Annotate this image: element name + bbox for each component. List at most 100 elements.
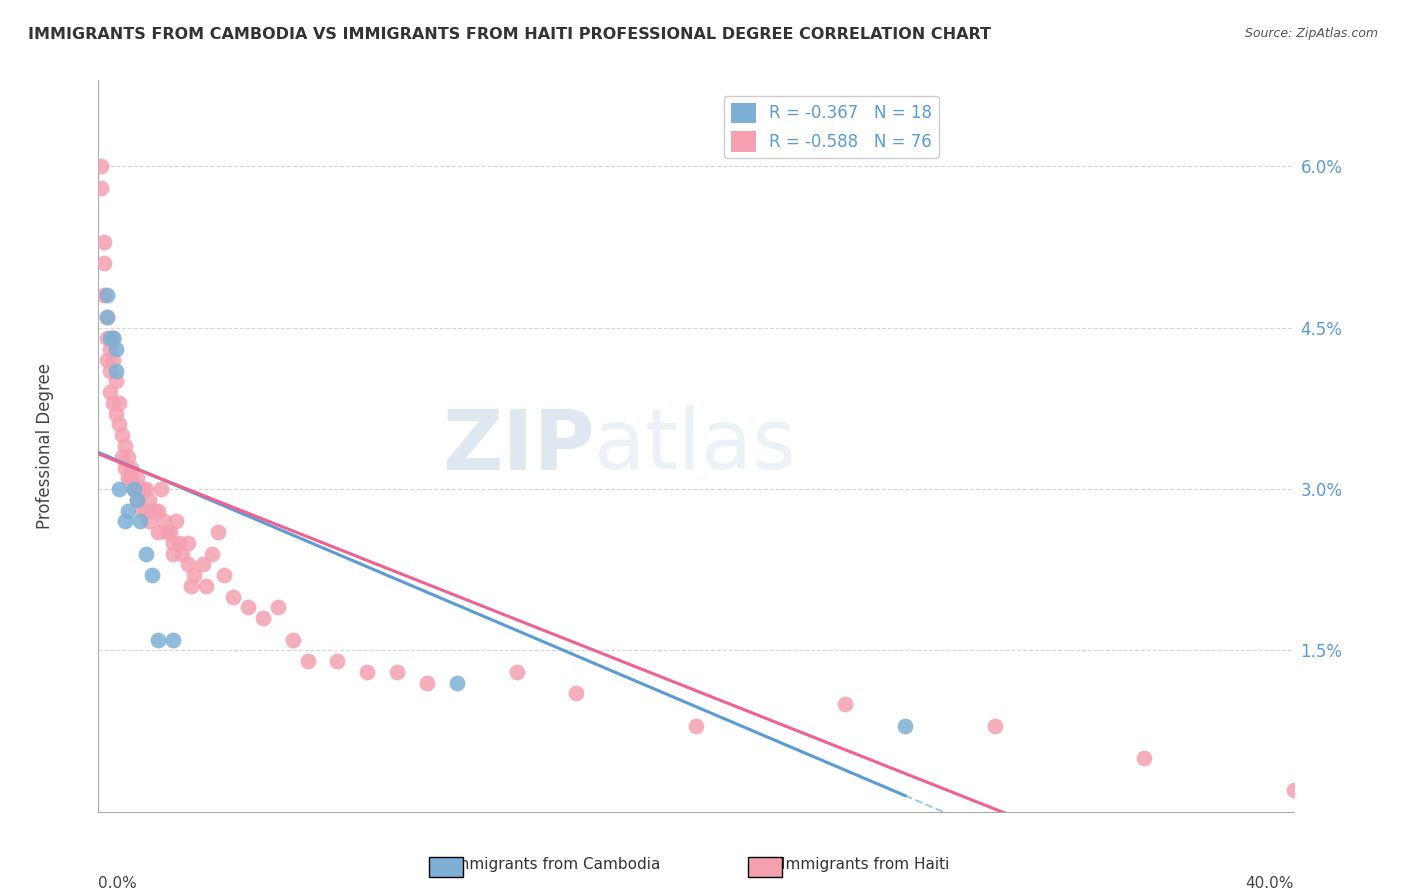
Point (252, 611, 274, 625)
Point (96, 310, 118, 324)
Point (108, 396, 131, 410)
Text: Immigrants from Haiti: Immigrants from Haiti (780, 857, 949, 872)
Point (172, 547, 194, 561)
Point (98, 364, 122, 378)
Point (90, 159, 112, 173)
Point (96, 310, 118, 324)
Point (117, 471, 139, 485)
Point (103, 353, 125, 368)
Point (506, 665, 529, 679)
Point (167, 536, 190, 550)
Point (117, 503, 139, 517)
Point (356, 665, 378, 679)
Point (96, 288, 118, 302)
Point (111, 428, 134, 442)
Point (162, 547, 184, 561)
Point (114, 439, 136, 453)
Point (103, 331, 125, 345)
Point (132, 503, 155, 517)
Point (93, 256, 115, 270)
Point (127, 492, 149, 507)
Point (98, 342, 122, 356)
Point (135, 503, 157, 517)
Point (105, 375, 128, 389)
Point (105, 342, 128, 356)
Point (201, 547, 224, 561)
Point (162, 632, 184, 647)
Point (96, 331, 118, 345)
Point (894, 719, 917, 733)
Point (105, 364, 128, 378)
Point (103, 331, 125, 345)
Point (834, 697, 856, 711)
Point (120, 471, 142, 485)
Point (180, 579, 202, 593)
Text: Immigrants from Cambodia: Immigrants from Cambodia (450, 857, 661, 872)
Point (148, 503, 170, 517)
Point (195, 579, 218, 593)
Point (124, 482, 146, 496)
Legend: R = -0.367   N = 18, R = -0.588   N = 76: R = -0.367 N = 18, R = -0.588 N = 76 (724, 96, 939, 158)
Point (129, 482, 152, 496)
Point (150, 482, 173, 496)
Point (984, 719, 1007, 733)
Point (416, 675, 439, 690)
Point (165, 514, 187, 528)
Point (222, 590, 245, 604)
Point (162, 536, 184, 550)
Point (117, 450, 139, 464)
Point (103, 396, 125, 410)
Point (132, 482, 155, 496)
Point (1133, 751, 1156, 765)
Point (141, 503, 163, 517)
Point (135, 482, 157, 496)
Point (93, 235, 115, 249)
Point (148, 632, 170, 647)
Point (138, 492, 160, 507)
Text: atlas: atlas (595, 406, 796, 486)
Point (98, 385, 122, 400)
Point (138, 514, 160, 528)
Point (114, 514, 136, 528)
Point (143, 503, 166, 517)
Point (326, 654, 349, 668)
Point (183, 568, 205, 582)
Point (105, 407, 128, 421)
Point (127, 471, 149, 485)
Point (108, 417, 131, 432)
Point (281, 632, 304, 647)
Point (141, 568, 163, 582)
Point (111, 450, 134, 464)
Point (127, 492, 149, 507)
Point (120, 460, 142, 475)
Point (108, 482, 131, 496)
Point (148, 524, 170, 539)
Point (129, 514, 152, 528)
Point (685, 719, 707, 733)
Text: 40.0%: 40.0% (1246, 876, 1294, 891)
Point (385, 665, 409, 679)
Text: ZIP: ZIP (441, 406, 595, 486)
Point (135, 547, 157, 561)
Point (90, 181, 112, 195)
Point (267, 600, 290, 615)
Point (297, 654, 319, 668)
Point (565, 686, 588, 700)
Point (177, 558, 200, 572)
Point (153, 514, 176, 528)
Point (207, 524, 229, 539)
Point (156, 524, 179, 539)
Text: IMMIGRANTS FROM CAMBODIA VS IMMIGRANTS FROM HAITI PROFESSIONAL DEGREE CORRELATIO: IMMIGRANTS FROM CAMBODIA VS IMMIGRANTS F… (28, 27, 991, 42)
Point (446, 675, 468, 690)
Point (96, 353, 118, 368)
Point (114, 460, 136, 475)
Point (124, 482, 146, 496)
Point (98, 331, 122, 345)
Point (159, 524, 181, 539)
Point (124, 482, 146, 496)
Text: Source: ZipAtlas.com: Source: ZipAtlas.com (1244, 27, 1378, 40)
Text: 0.0%: 0.0% (98, 876, 138, 891)
Point (1282, 783, 1305, 797)
Text: Professional Degree: Professional Degree (35, 363, 53, 529)
Point (212, 568, 235, 582)
